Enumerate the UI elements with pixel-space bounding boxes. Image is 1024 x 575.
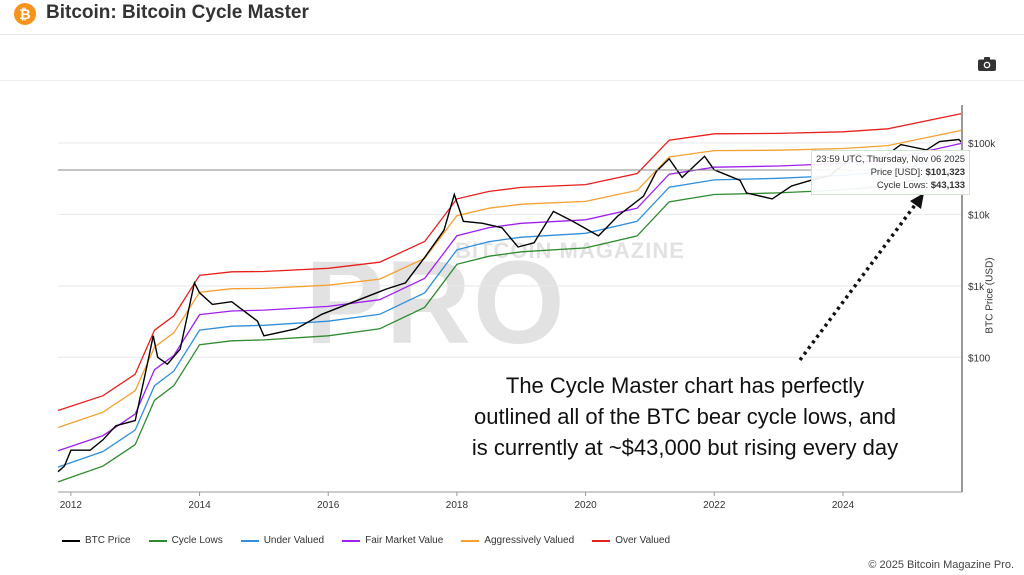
tooltip-lows-label: Cycle Lows: bbox=[876, 180, 931, 191]
header: ₿ Bitcoin: Bitcoin Cycle Master bbox=[0, 0, 1024, 35]
y-tick-label: $10k bbox=[968, 210, 991, 221]
y-tick-label: $1k bbox=[968, 282, 985, 293]
series-line-aggressively-valued bbox=[57, 129, 963, 429]
camera-icon[interactable] bbox=[978, 57, 996, 71]
legend-item[interactable]: Over Valued bbox=[592, 535, 670, 546]
legend-item[interactable]: Under Valued bbox=[240, 535, 325, 546]
x-tick-label: 2018 bbox=[446, 500, 469, 511]
watermark: PRO bbox=[305, 237, 567, 369]
x-tick-label: 2020 bbox=[574, 500, 597, 511]
x-tick-label: 2016 bbox=[317, 500, 340, 511]
legend-swatch bbox=[342, 539, 361, 542]
legend-label: Fair Market Value bbox=[365, 535, 444, 546]
annotation-line: is currently at ~$43,000 but rising ever… bbox=[471, 435, 899, 460]
annotation-line: outlined all of the BTC bear cycle lows,… bbox=[474, 404, 896, 429]
legend: BTC Price Cycle Lows Under Valued Fair Mark… bbox=[62, 535, 670, 546]
series-line-over-valued bbox=[57, 112, 963, 412]
tooltip: 23:59 UTC, Thursday, Nov 06 2025 Price [… bbox=[811, 150, 971, 195]
series-line-btc-price bbox=[57, 138, 963, 473]
annotation-arrowhead bbox=[910, 193, 924, 209]
toolbar bbox=[0, 35, 1024, 81]
legend-swatch bbox=[148, 539, 167, 542]
legend-label: Aggressively Valued bbox=[484, 535, 575, 546]
x-tick-label: 2024 bbox=[832, 500, 855, 511]
legend-item[interactable]: Cycle Lows bbox=[148, 535, 223, 546]
tooltip-time: 23:59 UTC, Thursday, Nov 06 2025 bbox=[816, 154, 966, 165]
legend-label: Under Valued bbox=[263, 535, 325, 546]
bitcoin-logo-icon: ₿ bbox=[14, 3, 36, 25]
copyright: © 2025 Bitcoin Magazine Pro. bbox=[868, 559, 1014, 571]
legend-swatch bbox=[461, 539, 480, 542]
series-line-under-valued bbox=[57, 153, 963, 468]
y-tick-label: $100 bbox=[968, 353, 991, 364]
annotation: The Cycle Master chart has perfectly out… bbox=[420, 370, 950, 463]
page-title: Bitcoin: Bitcoin Cycle Master bbox=[46, 2, 309, 23]
legend-swatch bbox=[62, 539, 80, 542]
x-tick-label: 2014 bbox=[188, 500, 211, 511]
legend-label: Over Valued bbox=[615, 535, 671, 546]
x-tick-label: 2022 bbox=[703, 500, 726, 511]
watermark-top: BITCOIN MAGAZINE bbox=[455, 238, 685, 263]
legend-item[interactable]: Fair Market Value bbox=[342, 535, 443, 546]
annotation-line: The Cycle Master chart has perfectly bbox=[505, 373, 865, 398]
series-line-cycle-lows bbox=[57, 168, 963, 483]
y-tick-label: $100k bbox=[968, 139, 996, 150]
tooltip-price-value: $101,323 bbox=[925, 167, 966, 178]
tooltip-lows-value: $43,133 bbox=[930, 180, 966, 191]
tooltip-price-label: Price [USD]: bbox=[870, 167, 926, 178]
y-axis-label: BTC Price (USD) bbox=[984, 257, 996, 334]
x-tick-label: 2012 bbox=[60, 500, 83, 511]
legend-swatch bbox=[240, 539, 259, 542]
legend-item[interactable]: BTC Price bbox=[62, 535, 131, 546]
legend-label: BTC Price bbox=[85, 535, 131, 546]
legend-item[interactable]: Aggressively Valued bbox=[461, 535, 574, 546]
legend-label: Cycle Lows bbox=[171, 535, 223, 546]
legend-swatch bbox=[592, 539, 611, 542]
annotation-arrow bbox=[798, 203, 917, 362]
